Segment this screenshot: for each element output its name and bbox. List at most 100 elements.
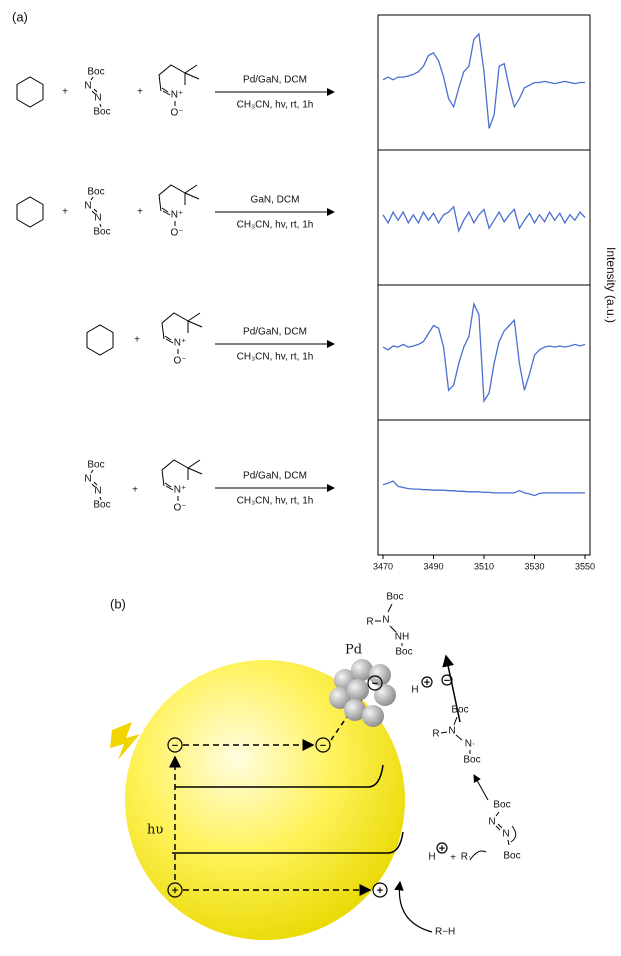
charge-circle (436, 842, 448, 854)
atom-label: N (84, 201, 91, 212)
bond (90, 76, 94, 81)
panel-label: (a) (12, 9, 28, 24)
plus-sign: + (132, 485, 138, 496)
spectrum-line (382, 205, 586, 234)
pd-cluster (329, 659, 396, 727)
bond (187, 459, 201, 469)
nitrone-ring (158, 64, 186, 92)
atom-label: H (411, 685, 418, 696)
reaction-arrow (394, 880, 433, 933)
spectrum-panel (377, 149, 591, 286)
charge-circle (167, 737, 183, 753)
bond (184, 192, 200, 200)
charge-sign: + (439, 843, 445, 855)
semiconductor-particle (125, 660, 405, 940)
boc-label: Boc (451, 705, 468, 716)
atom-label: NH (395, 632, 409, 643)
bond (440, 731, 448, 734)
charge-circle (367, 675, 383, 691)
charge-circle (315, 737, 331, 753)
bond (387, 603, 393, 613)
atom-label: R· (461, 852, 472, 863)
x-tick-label: 3490 (423, 561, 443, 571)
bond (91, 210, 96, 215)
atom-label: O⁻ (170, 228, 183, 239)
reaction-arrow (473, 774, 489, 801)
reagents: Pd/GaN, DCM (243, 327, 307, 338)
charge-sign: − (320, 740, 326, 752)
plus-sign: + (134, 335, 140, 346)
charge-circle (167, 882, 183, 898)
charge-sign: + (377, 885, 383, 897)
x-tick-label: 3470 (373, 561, 393, 571)
bond (165, 485, 174, 491)
boc-label: Boc (386, 592, 403, 603)
bond (164, 335, 172, 341)
cyclohexane (86, 324, 114, 356)
bond (389, 625, 397, 633)
conduction-band (175, 764, 384, 788)
charge-sign: − (172, 740, 178, 752)
spectrum-line (382, 32, 585, 129)
charge-circle (441, 674, 453, 686)
bond (497, 823, 503, 829)
atom-label: N (84, 474, 91, 485)
atom-label: O⁻ (173, 356, 186, 367)
valence-band (172, 831, 404, 854)
x-tick-label: 3510 (474, 561, 494, 571)
charge-sign: + (172, 885, 178, 897)
atom-label: N (84, 81, 91, 92)
charge-sign: − (444, 675, 450, 687)
atom-label: N⁺ (174, 485, 187, 496)
bond (164, 482, 172, 488)
atom-label: N (502, 829, 509, 840)
photon-label: hυ (147, 823, 163, 838)
bond (184, 72, 200, 80)
plus-sign: + (137, 87, 143, 98)
atom-label: N⁺ (174, 338, 187, 349)
metal-label: Pd (345, 643, 362, 658)
boc-label: Boc (463, 755, 480, 766)
bond (99, 103, 102, 108)
conditions: CH₃CN, hv, rt, 1h (237, 100, 314, 111)
bond (90, 469, 94, 474)
bond (91, 483, 96, 488)
conditions: CH₃CN, hv, rt, 1h (237, 352, 314, 363)
bond (184, 64, 198, 74)
bond (184, 184, 198, 194)
cyclohexane (16, 76, 44, 108)
boc-label: Boc (93, 500, 110, 511)
boc-label: Boc (87, 187, 104, 198)
atom-label: N⁺ (171, 210, 184, 221)
bond (90, 196, 94, 201)
reagents: Pd/GaN, DCM (243, 471, 307, 482)
charge-sign: − (372, 678, 378, 690)
bond (453, 716, 458, 726)
charge-sign: + (424, 677, 430, 689)
panel-label: (b) (110, 596, 126, 611)
electron-push-arrow (510, 825, 517, 843)
atom-label: N (448, 726, 455, 737)
charge-circle (372, 882, 388, 898)
reagents: Pd/GaN, DCM (243, 75, 307, 86)
plus-sign: + (62, 87, 68, 98)
boc-label: Boc (93, 107, 110, 118)
y-axis-label: Intensity (a.u.) (604, 247, 618, 323)
boc-label: Boc (493, 800, 510, 811)
bond (495, 825, 501, 831)
boc-label: Boc (503, 851, 520, 862)
bond (507, 839, 510, 846)
atom-label: N· (465, 739, 476, 750)
reagents: GaN, DCM (251, 195, 300, 206)
bond (162, 90, 171, 96)
charge-circle (421, 676, 433, 688)
nitrone-ring (161, 459, 189, 487)
x-tick-label: 3530 (524, 561, 544, 571)
bond (162, 210, 171, 216)
bond (187, 312, 201, 322)
bond (455, 734, 463, 741)
spectrum-line (382, 480, 585, 497)
bond (187, 320, 203, 328)
atom-label: N (382, 615, 389, 626)
